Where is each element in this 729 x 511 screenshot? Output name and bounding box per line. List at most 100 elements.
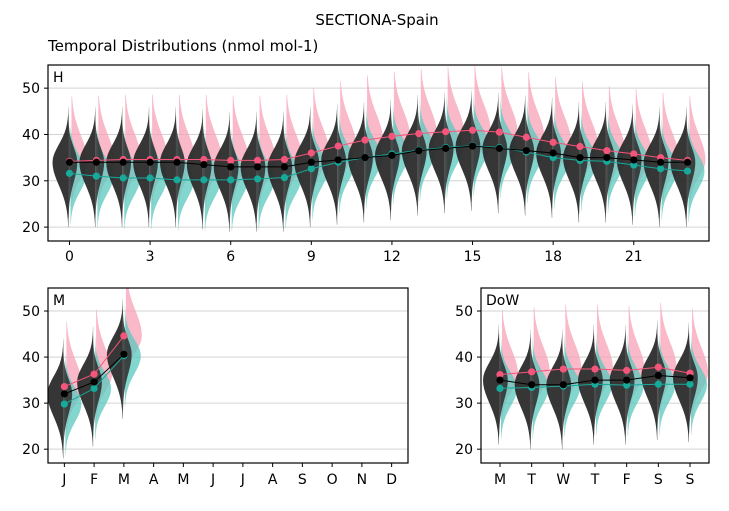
violin-black <box>240 111 257 232</box>
series-line-pink <box>69 129 688 162</box>
violin-teal <box>527 101 544 204</box>
violin-black <box>673 322 689 443</box>
violin-black-core <box>175 115 185 218</box>
violin-black <box>294 106 311 228</box>
violin-teal <box>124 305 141 407</box>
violin-black-core <box>122 115 132 218</box>
violin-black-core <box>562 338 572 440</box>
violin-black <box>536 97 553 218</box>
point-black <box>120 350 128 358</box>
x-tick-label: 3 <box>146 249 155 265</box>
x-tick-label: J <box>240 472 245 488</box>
point-black <box>65 158 74 166</box>
point-black <box>307 158 315 166</box>
violin-black-core <box>202 118 212 221</box>
violin-teal <box>554 106 571 209</box>
point-black <box>528 381 536 389</box>
point-pink <box>603 147 611 155</box>
violin-black <box>213 111 230 232</box>
violin-black-core <box>659 115 669 218</box>
point-pink <box>442 128 450 136</box>
point-pink <box>468 126 477 134</box>
point-black <box>173 158 181 166</box>
x-tick-label: S <box>654 472 663 488</box>
x-tick-label: 6 <box>226 249 235 265</box>
x-tick-label: A <box>268 472 278 488</box>
violin-black-core <box>686 115 696 218</box>
violin-teal <box>607 110 624 213</box>
violin-black <box>348 102 365 223</box>
point-pink <box>280 155 289 164</box>
violin-teal <box>500 96 517 199</box>
violin-black-core <box>310 115 320 218</box>
x-tick-label: M <box>118 472 130 488</box>
x-tick-label: W <box>556 472 570 488</box>
point-teal <box>307 165 315 173</box>
point-pink <box>415 129 423 138</box>
x-tick-label: T <box>526 472 536 488</box>
violin-black <box>670 106 687 228</box>
point-pink <box>623 366 631 375</box>
panel-dow: DoW 20 30 40 50 M T W T F S S <box>455 287 710 488</box>
figure-title: SECTIONA-Spain <box>315 11 438 29</box>
x-tick-label: N <box>357 472 367 488</box>
point-teal <box>623 381 631 389</box>
point-teal <box>60 400 68 408</box>
violin-teal <box>634 114 651 216</box>
y-tick-label: 20 <box>455 442 473 458</box>
violin-teal <box>65 353 82 455</box>
y-tick-label: 30 <box>455 396 473 412</box>
point-teal <box>496 384 504 392</box>
point-black <box>495 144 504 152</box>
violin-teal <box>285 126 302 229</box>
point-pink <box>227 156 235 165</box>
x-tick-label: M <box>177 472 189 488</box>
figure-subtitle: Temporal Distributions (nmol mol-1) <box>47 37 318 55</box>
point-teal <box>630 161 638 169</box>
point-pink <box>388 132 396 140</box>
y-tick-label: 50 <box>22 304 40 320</box>
violin-black <box>267 111 284 232</box>
violin-teal <box>473 94 490 197</box>
y-tick-label: 50 <box>455 304 473 320</box>
violin-teal <box>312 117 329 220</box>
point-teal <box>683 167 692 175</box>
y-tick-label: 40 <box>22 127 40 143</box>
violin-teal <box>661 117 678 220</box>
violin-black <box>509 95 526 216</box>
x-tick-label: J <box>210 472 215 488</box>
point-black <box>280 163 289 171</box>
panel-m: M 20 30 40 50 J F M A M J J A S O N D <box>22 287 409 488</box>
x-tick-label: 15 <box>464 249 482 265</box>
panel-label: H <box>53 70 64 86</box>
violin-teal <box>339 111 356 214</box>
point-pink <box>576 142 584 151</box>
point-black <box>90 378 98 386</box>
violin-black <box>106 299 123 419</box>
violin-black <box>48 338 64 459</box>
x-tick-label: 18 <box>544 249 562 265</box>
violin-black-core <box>579 111 588 214</box>
x-tick-label: 12 <box>383 249 401 265</box>
point-black <box>253 163 262 171</box>
series-line-teal <box>69 145 688 181</box>
series-line-black <box>69 145 688 168</box>
violin-black <box>483 324 499 445</box>
point-black <box>683 158 692 166</box>
violin-black-core <box>657 329 667 431</box>
violin-black-core <box>417 104 427 207</box>
point-black <box>146 158 154 166</box>
point-teal <box>92 172 100 180</box>
point-pink <box>120 332 128 340</box>
y-tick-label: 20 <box>22 220 40 236</box>
violin-black-core <box>498 102 508 204</box>
x-tick-label: O <box>327 472 338 488</box>
y-tick-label: 40 <box>22 350 40 366</box>
panel-label: M <box>53 293 65 309</box>
point-black <box>591 376 599 384</box>
plot-area <box>483 302 708 450</box>
violin-black-core <box>525 104 535 207</box>
violin-black <box>401 95 418 216</box>
point-teal <box>227 176 235 184</box>
violin-black-core <box>93 335 102 438</box>
